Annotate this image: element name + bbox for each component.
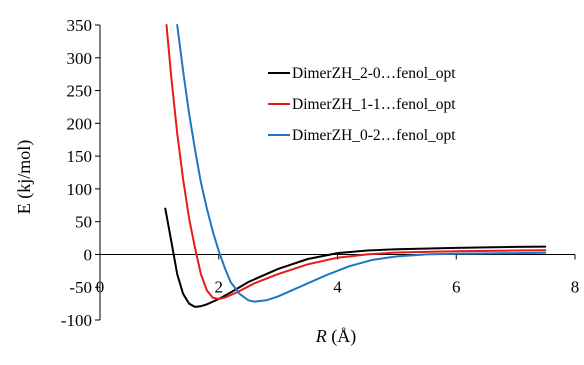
y-axis-title: E (kj/mol) — [14, 140, 35, 215]
y-tick-label: 300 — [67, 49, 93, 68]
y-tick-label: 50 — [75, 213, 92, 232]
y-tick-label: -100 — [61, 311, 92, 330]
x-tick-label: 2 — [215, 277, 224, 296]
y-tick-label: 200 — [67, 114, 93, 133]
y-tick-label: 100 — [67, 180, 93, 199]
x-tick-label: 6 — [452, 277, 461, 296]
legend-label-1: DimerZH_2-0…fenol_opt — [292, 65, 456, 82]
series-line-3 — [176, 24, 547, 303]
y-tick-label: 0 — [84, 245, 93, 264]
y-axis-tick-labels: -100 -50 0 50 100 150 200 250 300 350 — [61, 16, 92, 330]
x-tick-label: 8 — [571, 277, 580, 296]
series-line-2 — [165, 24, 547, 300]
series-lines — [164, 24, 547, 308]
x-axis-title: R (Å) — [315, 326, 357, 347]
legend-label-3: DimerZH_0-2…fenol_opt — [292, 127, 456, 144]
legend-label-2: DimerZH_1-1…fenol_opt — [292, 96, 456, 113]
x-tick-label: 4 — [333, 277, 342, 296]
x-axis-title-unit: (Å) — [327, 326, 357, 347]
y-tick-label: -50 — [69, 278, 92, 297]
legend: DimerZH_2-0…fenol_opt DimerZH_1-1…fenol_o… — [268, 65, 456, 144]
x-axis-title-variable: R — [315, 326, 327, 346]
y-tick-label: 250 — [67, 82, 93, 101]
series-line-1 — [164, 207, 547, 308]
y-tick-label: 150 — [67, 147, 93, 166]
y-tick-label: 350 — [67, 16, 93, 35]
y-axis-tick-marks — [95, 24, 100, 321]
